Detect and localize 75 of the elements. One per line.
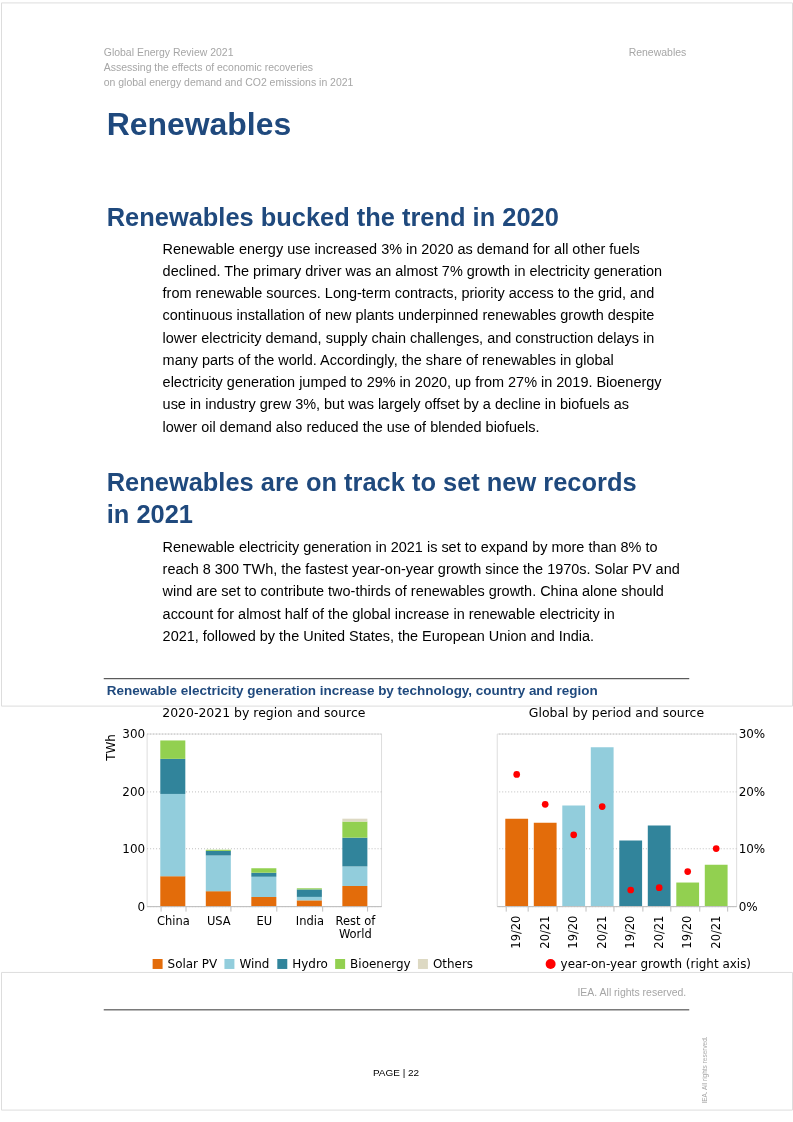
chart-title: 2020-2021 by region and source [162, 705, 366, 721]
bar [342, 866, 368, 886]
x-tick-label: EU [256, 913, 273, 928]
text: Renewable electricity generation in 2021 is set to expand by more than 8% to reach 8 300 TWh, the fastest year-on-year growth since the 1970s. Solar PV and wind are set to contribute two-thirds of renewables growth. China alone should account for almost half of the global increase in renewable electricity in 2021, followed by the United States, the European Union and India. [161, 539, 680, 644]
x-tick-label: USA [206, 913, 231, 928]
y-tick-label: 100 [122, 842, 146, 857]
y-tick-label: 200 [122, 784, 146, 799]
y-axis-title: TWh [104, 734, 119, 762]
legend-label: year-on-year growth (right axis) [560, 956, 752, 971]
bar [296, 900, 322, 907]
legend-label: Bioenergy [350, 956, 411, 971]
x-tick-label: 19/20 [623, 915, 638, 949]
text: Renewable electricity generation increase by technology, country and region [106, 682, 598, 698]
x-tick-label: India [295, 913, 324, 928]
bar [704, 864, 728, 907]
point [598, 803, 606, 810]
y2-tick-label: 0% [738, 899, 758, 914]
bar [160, 740, 186, 759]
x-tick-label: 19/20 [566, 915, 581, 949]
bar [205, 891, 231, 907]
bar [647, 825, 671, 907]
x-tick-label: 19/20 [509, 915, 524, 949]
x-tick-label: 19/20 [680, 915, 695, 949]
bar [160, 758, 186, 794]
legend-label: Hydro [292, 956, 328, 971]
bar [676, 882, 700, 907]
x-tick-label: 20/21 [537, 915, 552, 949]
bar [342, 885, 368, 907]
text: PAGE | 22 [372, 1066, 420, 1078]
y2-tick-label: 10% [738, 842, 766, 857]
text: Renewable energy use increased 3% in 2020 as demand for all other fuels declined. The primary driver was an almost 7% growth in electricity generation from renewable sources. Long-term contracts, priority access to the grid, and continuous installation of new plants underpinned renewables growth despite lower electricity demand, supply chain challenges, and construction delays in many parts of the world. Accordingly, the share of renewables in global electricity generation jumped to 29% in 2020, up from 27% in 2019. Bioenergy use in industry grew 3%, but was largely offset by a decline in biofuels as lower oil demand also reduced the use of blended biofuels. [162, 240, 662, 435]
bar [590, 747, 614, 907]
text: Assessing the effects of economic recoveries [103, 62, 314, 74]
chart-title: Global by period and source [528, 705, 705, 721]
text: Renewables [106, 106, 292, 143]
y-tick-label: 300 [122, 727, 146, 742]
bar [160, 793, 186, 877]
x-tick-label: China [156, 913, 190, 928]
bar [296, 889, 322, 897]
text: Renewables [628, 47, 687, 59]
bar [205, 855, 231, 892]
legend-label: Others [432, 956, 474, 971]
point [627, 886, 635, 894]
point [712, 845, 720, 852]
legend-label: Solar PV [167, 956, 219, 971]
bar [342, 818, 368, 822]
text: on global energy demand and CO2 emissions in 2021 [103, 77, 354, 89]
text: Global Energy Review 2021 [103, 47, 234, 59]
bar [562, 805, 586, 907]
bar [251, 868, 277, 873]
bar [342, 821, 368, 838]
x-tick-label: 20/21 [708, 915, 723, 949]
bar [505, 818, 529, 907]
x-tick-label: 20/21 [651, 915, 666, 949]
bar [251, 896, 277, 907]
bar [619, 840, 643, 907]
text: Renewables are on track to set new records in 2021 [106, 468, 637, 529]
point [684, 868, 692, 875]
bar [533, 822, 557, 907]
bar [251, 872, 277, 877]
point [655, 884, 663, 892]
bar [160, 876, 186, 907]
y2-tick-label: 20% [738, 784, 766, 799]
point [513, 771, 521, 778]
x-tick-label: 20/21 [594, 915, 609, 949]
text: IEA. All rights reserved. [577, 986, 687, 998]
x-tick-label: Rest of World [335, 913, 377, 942]
text: Renewables bucked the trend in 2020 [106, 202, 559, 231]
y2-tick-label: 30% [738, 727, 766, 742]
point [541, 800, 549, 808]
bar [342, 837, 368, 867]
y-tick-label: 0 [137, 899, 146, 914]
bar [251, 876, 277, 897]
legend-label: Wind [239, 956, 270, 971]
point [570, 831, 578, 839]
